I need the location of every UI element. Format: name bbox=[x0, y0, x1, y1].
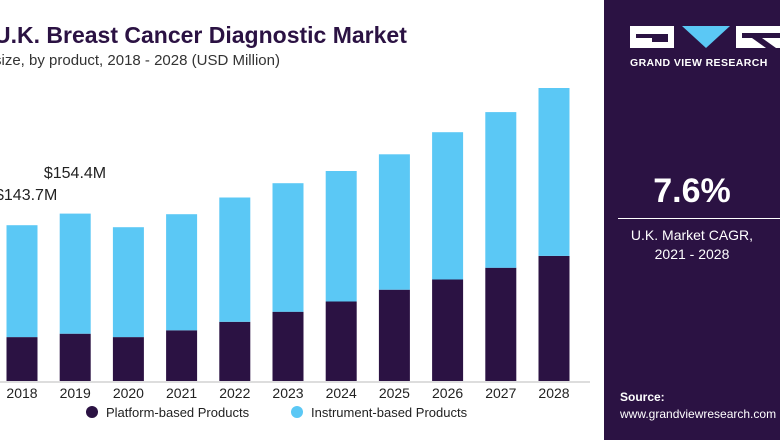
bar-platform-2019 bbox=[59, 333, 91, 381]
data-label: $154.4M bbox=[44, 165, 106, 182]
cagr-label-line1: U.K. Market CAGR, bbox=[630, 227, 754, 243]
bar-instrument-2018 bbox=[6, 225, 38, 338]
x-tick-label: 2023 bbox=[272, 385, 303, 401]
x-tick-label: 2028 bbox=[538, 385, 569, 401]
bar-instrument-2021 bbox=[166, 214, 198, 331]
grand-view-research-logo-icon bbox=[630, 26, 780, 48]
x-tick-label: 2020 bbox=[113, 385, 144, 401]
brand-name: GRAND VIEW RESEARCH bbox=[630, 57, 768, 69]
bar-instrument-2023 bbox=[272, 183, 304, 312]
chart-subtitle: size, by product, 2018 - 2028 (USD Milli… bbox=[0, 52, 280, 69]
x-tick-label: 2027 bbox=[485, 385, 516, 401]
legend-marker bbox=[291, 406, 303, 418]
stacked-bar-chart: 2018 2019 2020 2021 2022 2023 2024 2025 2026 2027… bbox=[0, 88, 590, 420]
x-tick-label: 2019 bbox=[60, 385, 91, 401]
legend-label: Platform-based Products bbox=[106, 405, 250, 420]
bar-platform-2026 bbox=[432, 279, 464, 381]
x-tick-label: 2018 bbox=[6, 385, 37, 401]
cagr-divider bbox=[618, 218, 780, 219]
sidebar-panel: GRAND VIEW RESEARCH 7.6% U.K. Market CAG… bbox=[604, 0, 780, 440]
legend-marker bbox=[86, 406, 98, 418]
bar-platform-2021 bbox=[166, 330, 198, 381]
bar-platform-2025 bbox=[378, 289, 410, 381]
cagr-label-line2: 2021 - 2028 bbox=[654, 246, 730, 262]
legend-label: Instrument-based Products bbox=[311, 405, 468, 420]
x-tick-label: 2025 bbox=[379, 385, 410, 401]
bar-platform-2018 bbox=[6, 337, 38, 381]
bar-instrument-2027 bbox=[485, 112, 517, 268]
source-title: Source: bbox=[620, 390, 665, 404]
x-tick-label: 2021 bbox=[166, 385, 197, 401]
source-link[interactable]: www.grandviewresearch.com bbox=[620, 407, 777, 421]
bar-instrument-2025 bbox=[378, 154, 410, 290]
x-tick-label: 2026 bbox=[432, 385, 463, 401]
x-tick-label: 2024 bbox=[326, 385, 357, 401]
bar-platform-2028 bbox=[538, 255, 570, 381]
chart-panel: U.K. Breast Cancer Diagnostic Market siz… bbox=[0, 22, 590, 420]
bar-platform-2022 bbox=[219, 321, 251, 381]
cagr-value: 7.6% bbox=[653, 172, 731, 210]
bar-instrument-2026 bbox=[432, 132, 464, 280]
bar-instrument-2019 bbox=[59, 213, 91, 334]
bar-platform-2020 bbox=[112, 337, 144, 381]
bar-platform-2023 bbox=[272, 311, 304, 381]
cagr-label: U.K. Market CAGR, 2021 - 2028 bbox=[604, 226, 780, 264]
bar-platform-2027 bbox=[485, 267, 517, 381]
bar-instrument-2020 bbox=[112, 227, 144, 338]
chart-title: U.K. Breast Cancer Diagnostic Market bbox=[0, 22, 407, 48]
bar-platform-2024 bbox=[325, 301, 357, 381]
x-tick-label: 2022 bbox=[219, 385, 250, 401]
data-label: $143.7M bbox=[0, 187, 57, 204]
bar-instrument-2028 bbox=[538, 88, 570, 256]
bar-instrument-2022 bbox=[219, 197, 251, 322]
bar-instrument-2024 bbox=[325, 171, 357, 302]
